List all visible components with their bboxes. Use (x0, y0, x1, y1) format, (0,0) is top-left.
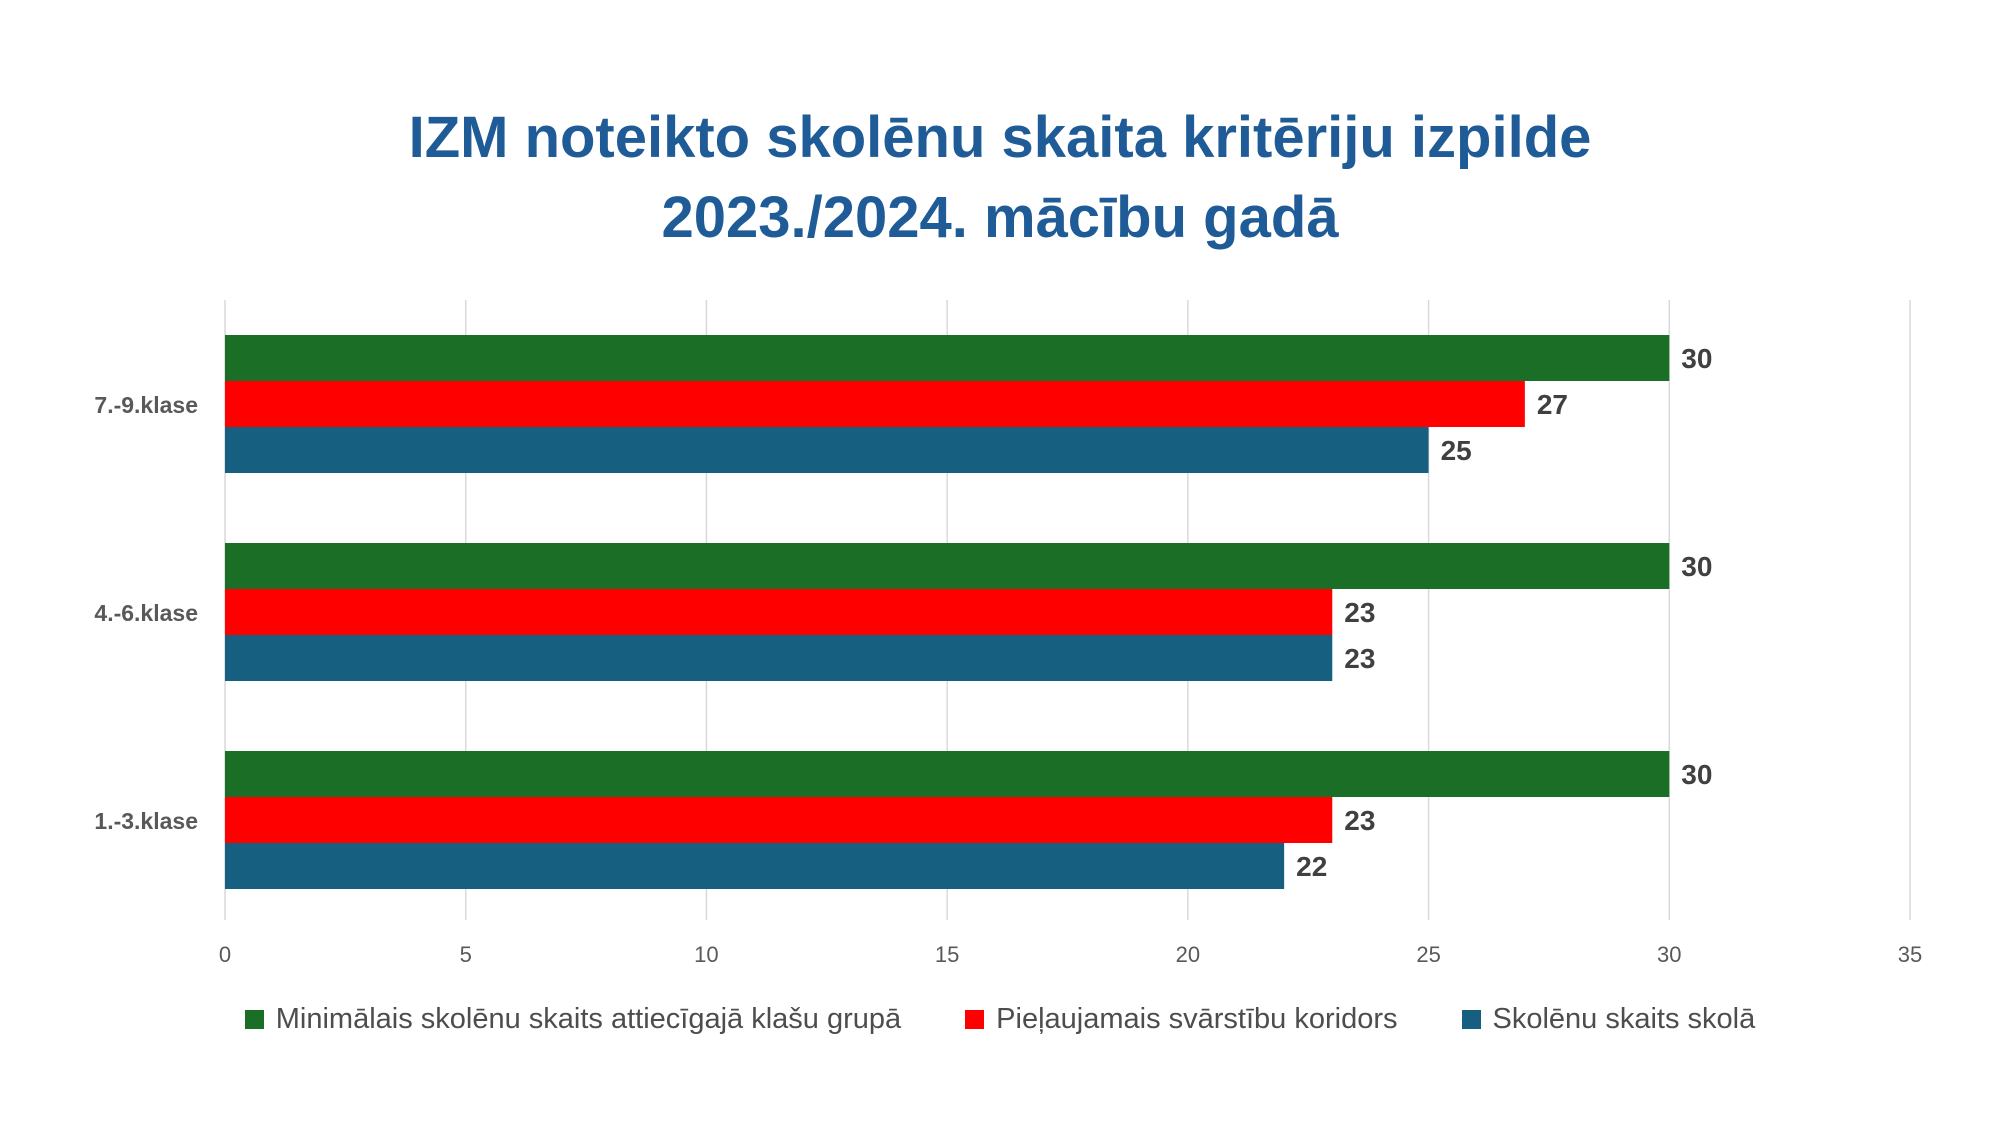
category-label: 1.-3.klase (94, 808, 198, 834)
bar (225, 427, 1429, 473)
bar (225, 381, 1525, 427)
legend-label: Minimālais skolēnu skaits attiecīgajā kl… (275, 1003, 902, 1035)
data-label: 23 (1344, 597, 1375, 628)
data-label: 25 (1441, 435, 1472, 466)
category-label: 7.-9.klase (94, 392, 198, 418)
chart-title: IZM noteikto skolēnu skaita kritēriju iz… (0, 98, 2000, 258)
data-label: 23 (1344, 805, 1375, 836)
x-tick-label: 25 (1416, 942, 1440, 967)
data-label: 22 (1296, 851, 1327, 882)
bar (225, 797, 1333, 843)
legend-swatch (244, 1010, 264, 1029)
x-tick-label: 5 (460, 942, 472, 967)
bar (225, 635, 1333, 681)
chart-title-line-1: IZM noteikto skolēnu skaita kritēriju iz… (408, 105, 1592, 170)
bar (225, 751, 1670, 797)
bar (225, 335, 1670, 381)
legend-label: Skolēnu skaits skolā (1492, 1003, 1756, 1035)
chart-title-line-2: 2023./2024. mācību gadā (661, 185, 1339, 250)
x-tick-label: 0 (219, 942, 231, 967)
x-tick-label: 30 (1657, 942, 1681, 967)
x-tick-label: 10 (694, 942, 718, 967)
x-tick-label: 20 (1176, 942, 1200, 967)
data-label: 23 (1344, 643, 1375, 674)
category-label: 4.-6.klase (94, 600, 198, 626)
legend-item: Pieļaujamais svārstību koridors (965, 1003, 1398, 1036)
legend-item: Skolēnu skaits skolā (1461, 1003, 1756, 1036)
data-label: 30 (1681, 759, 1712, 790)
bar (225, 843, 1285, 889)
legend-label: Pieļaujamais svārstību koridors (996, 1003, 1398, 1035)
data-label: 30 (1681, 343, 1712, 374)
bar (225, 543, 1670, 589)
bar (225, 589, 1333, 635)
data-label: 30 (1681, 551, 1712, 582)
x-tick-label: 15 (935, 942, 959, 967)
legend-swatch (1461, 1010, 1481, 1029)
x-tick-label: 35 (1898, 942, 1922, 967)
legend-item: Minimālais skolēnu skaits attiecīgajā kl… (244, 1003, 902, 1036)
legend-swatch (965, 1010, 985, 1029)
data-label: 27 (1537, 389, 1568, 420)
legend: Minimālais skolēnu skaits attiecīgajā kl… (0, 1003, 2000, 1036)
